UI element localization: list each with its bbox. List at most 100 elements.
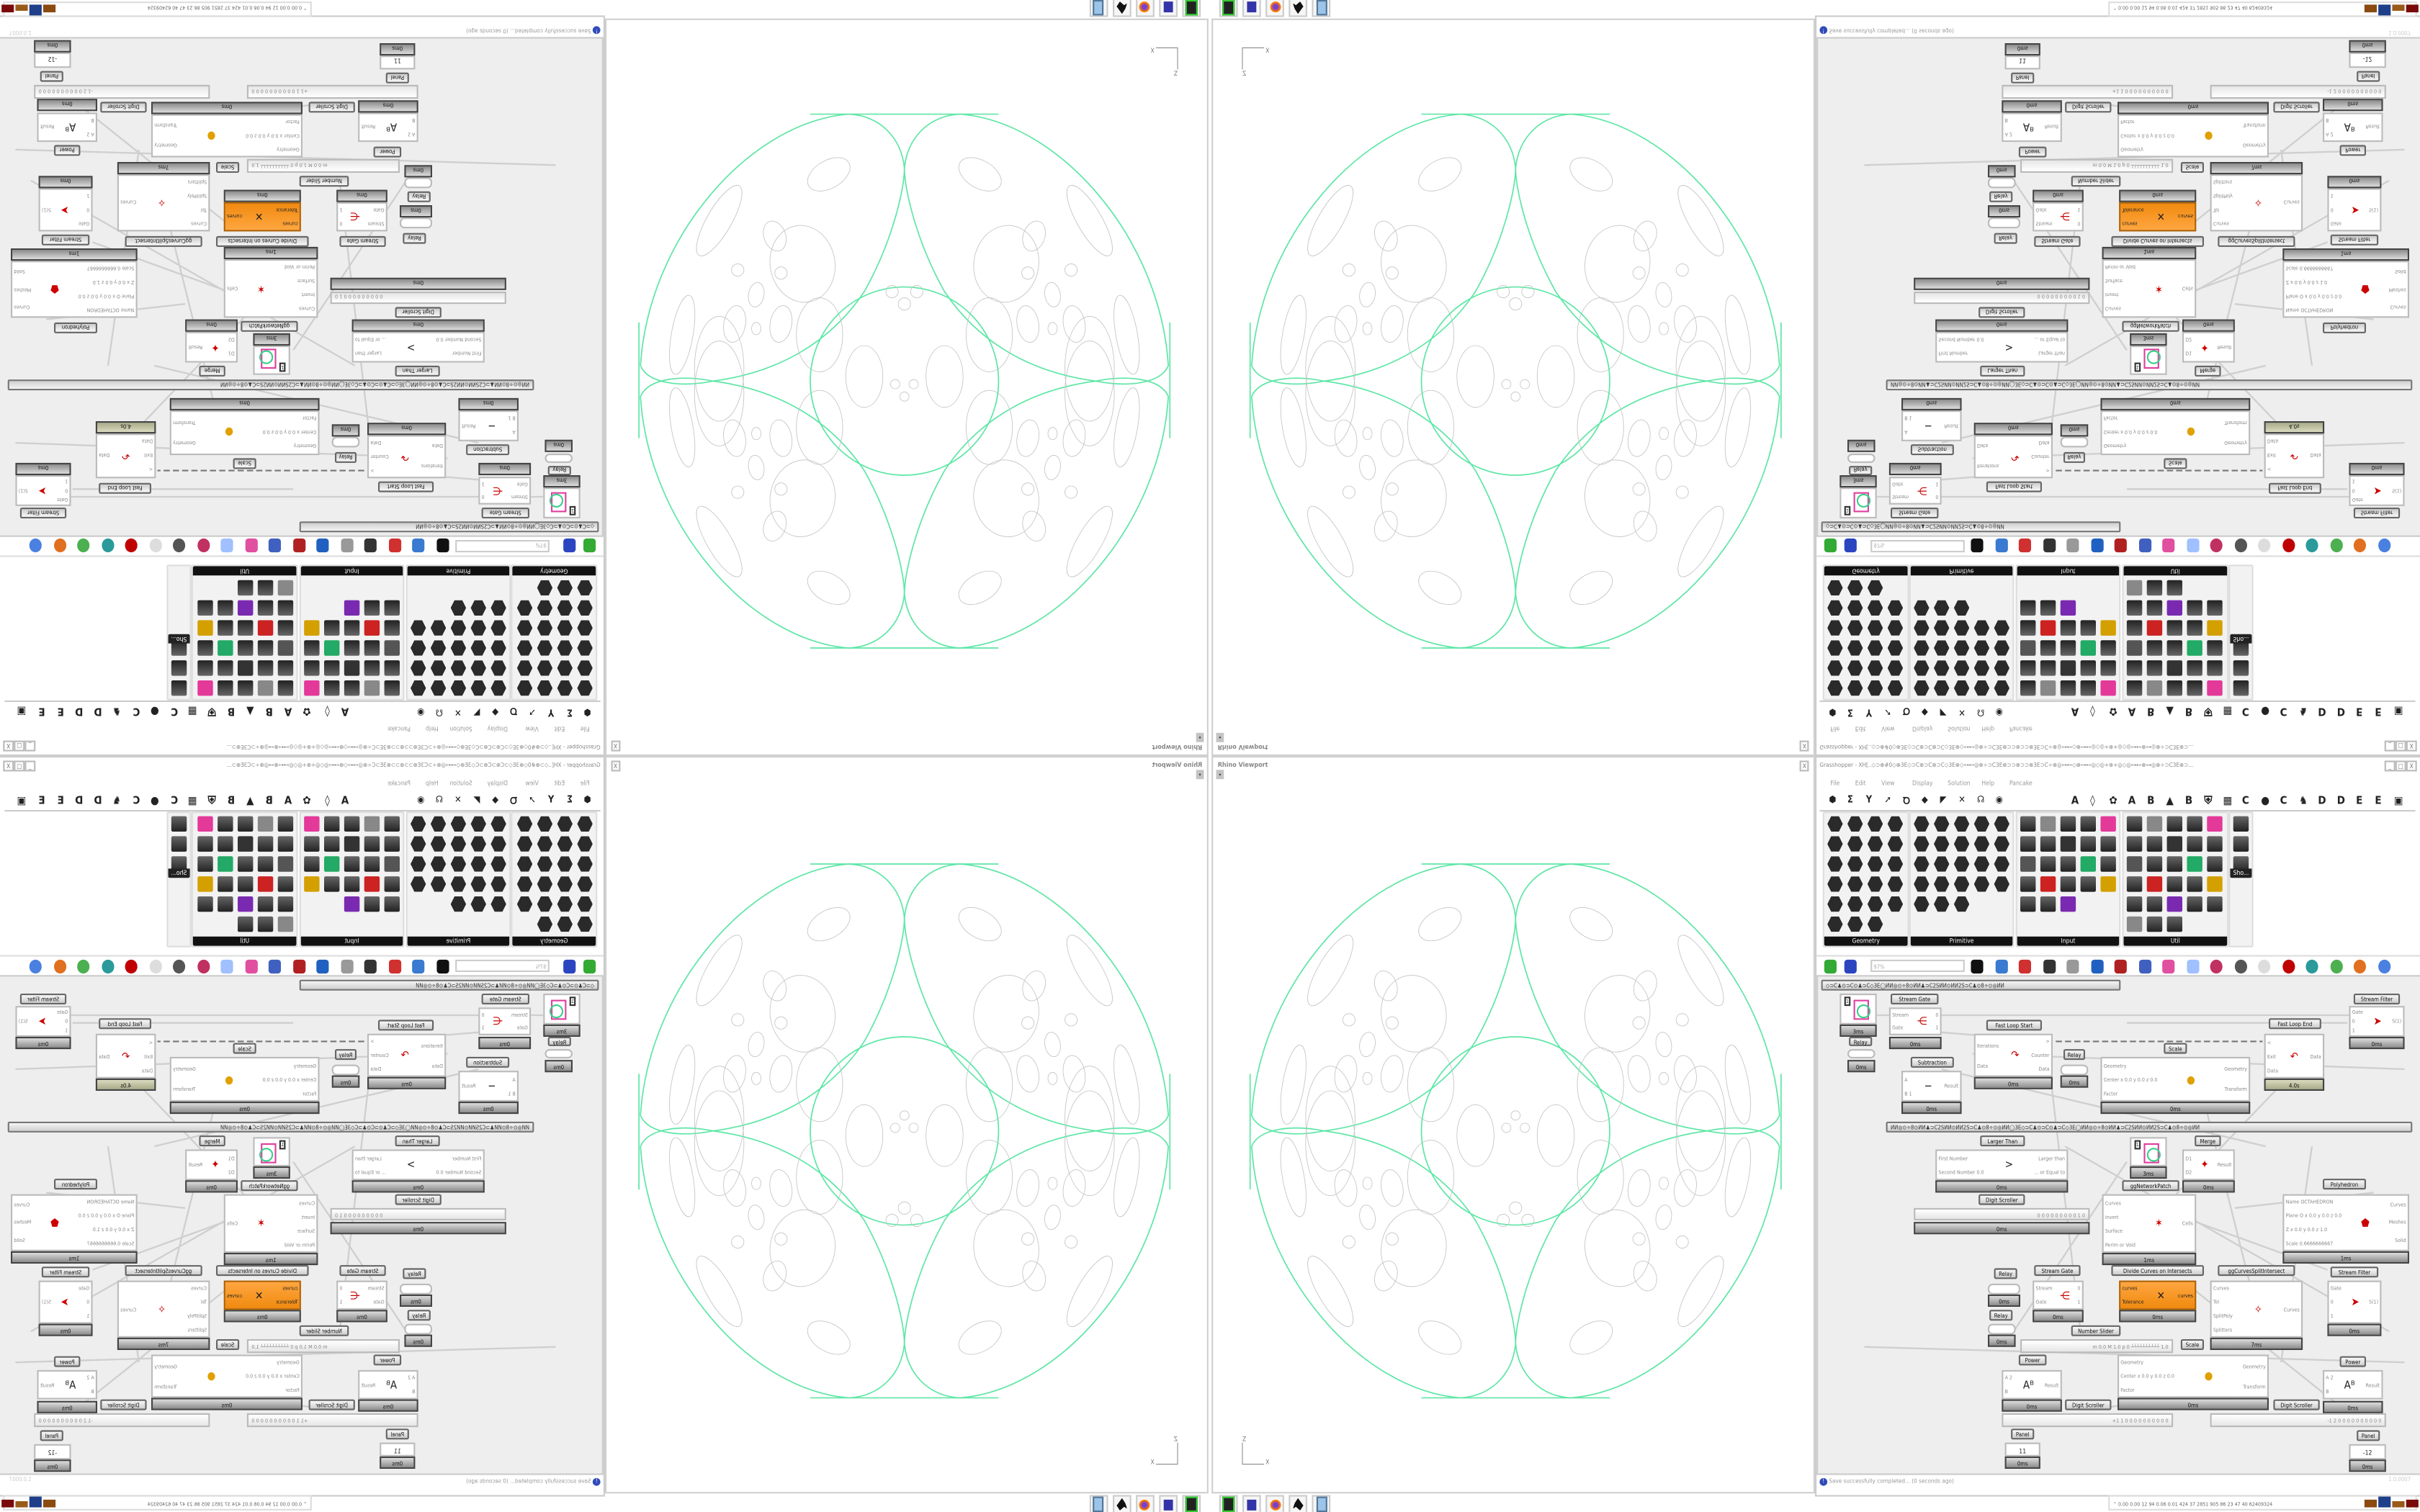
panel-label[interactable]: Geometry (512, 566, 596, 576)
component-icon[interactable] (1994, 680, 2009, 696)
scale-node[interactable]: Geometry Center x 0.0 y 0.0 z 0.0 Factor ● G… (169, 410, 320, 456)
firefox-icon[interactable] (1136, 1495, 1155, 1512)
component-icon[interactable] (257, 896, 274, 912)
menu-help[interactable]: Help (425, 725, 439, 733)
component-icon[interactable] (2020, 640, 2036, 656)
component-icon[interactable] (277, 836, 294, 852)
component-icon[interactable] (2060, 816, 2076, 832)
package-icon[interactable] (2162, 539, 2175, 554)
relay-node[interactable] (404, 177, 432, 189)
component-icon[interactable] (2100, 680, 2116, 696)
output-param[interactable]: Data (99, 452, 110, 459)
component-icon[interactable] (1887, 856, 1904, 872)
component-icon[interactable] (1847, 896, 1863, 912)
component-icon[interactable] (277, 580, 294, 596)
component-icon[interactable] (431, 816, 446, 832)
polyhedron-node[interactable]: Name OCTAHEDRON Plane O x 0.0 y 0.0 z 0.0… (2282, 261, 2409, 318)
output-param[interactable]: 0 (339, 1285, 343, 1292)
input-param[interactable]: Geometry (293, 444, 317, 450)
component-icon[interactable] (2040, 600, 2056, 616)
component-icon[interactable] (537, 600, 552, 616)
output-param[interactable]: Solid (2395, 268, 2406, 275)
input-param[interactable]: B (91, 1388, 94, 1395)
digit-scroller-label[interactable]: Digit Scroller (2273, 102, 2320, 113)
input-param[interactable]: Scale 0.6666666667 (2285, 266, 2334, 272)
output-param[interactable]: 0 (339, 220, 343, 227)
zoom-extents-icon[interactable] (1971, 958, 1984, 973)
input-param[interactable]: Curves (2105, 306, 2121, 312)
firefox-icon[interactable] (1136, 0, 1155, 17)
component-icon[interactable] (304, 816, 320, 832)
component-icon[interactable] (537, 640, 552, 655)
component-icon[interactable] (517, 640, 532, 655)
bulb-icon[interactable] (221, 539, 234, 554)
input-param[interactable]: < (2267, 1039, 2272, 1045)
tab-letter[interactable]: C (171, 794, 179, 807)
tab-icon[interactable]: ☊ (1977, 706, 1985, 718)
output-param[interactable]: > (2045, 467, 2050, 474)
fast-loop-start-node[interactable]: Iterations Data ↷ > Counter Data (1973, 1033, 2053, 1077)
component-icon[interactable] (1888, 660, 1903, 675)
panel-label[interactable]: Panel (385, 72, 409, 84)
input-param[interactable]: Tol (2213, 1299, 2220, 1306)
input-param[interactable]: Tolerance (276, 207, 298, 214)
tab-letter[interactable]: ▦ (187, 705, 197, 718)
number-slider-control[interactable]: m 0.0 M 1.0 p 0 ┴┴┴┴┴┴┴┴┴┴ 1.0 (2020, 158, 2174, 173)
input-param[interactable]: 0 (65, 1018, 68, 1025)
tab-letter[interactable]: C (2241, 705, 2249, 718)
tab-letter[interactable]: D (2318, 705, 2326, 718)
component-icon[interactable] (2187, 660, 2202, 676)
output-param[interactable]: Result (2044, 1381, 2059, 1388)
input-param[interactable]: A (1904, 429, 1908, 436)
minimize-button[interactable]: _ (2384, 760, 2396, 771)
component-icon[interactable] (238, 816, 254, 832)
relay-label[interactable]: Relay (1849, 1037, 1873, 1046)
component-icon[interactable] (1994, 876, 2009, 892)
inkscape-icon[interactable] (1289, 0, 1307, 17)
relay-label[interactable]: Relay (403, 1268, 426, 1279)
component-icon[interactable] (1973, 876, 1990, 892)
tab-letter[interactable]: ▲ (2166, 794, 2174, 807)
output-param[interactable]: Solid (2395, 1237, 2406, 1244)
component-icon[interactable] (1827, 620, 1842, 635)
component-icon[interactable] (517, 816, 532, 832)
component-icon[interactable] (471, 660, 486, 675)
tab-letter[interactable]: ▣ (17, 705, 27, 718)
tab-letter[interactable]: D (2318, 794, 2326, 807)
menu-view[interactable]: View (1881, 725, 1895, 733)
menu-file[interactable]: File (580, 779, 590, 787)
component-icon[interactable] (1827, 836, 1843, 852)
panel-label[interactable]: Sho... (168, 634, 190, 644)
component-icon[interactable] (277, 600, 294, 616)
input-param[interactable]: First Number (452, 351, 482, 358)
tab-letter[interactable]: D (2336, 794, 2345, 807)
component-icon[interactable] (1827, 580, 1842, 595)
component-icon[interactable] (1994, 620, 2009, 635)
count-value[interactable]: 1 (1843, 505, 1852, 516)
blue-sphere-icon[interactable] (30, 539, 42, 554)
power-label[interactable]: Power (2339, 145, 2366, 156)
input-param[interactable]: Plane O x 0.0 y 0.0 z 0.0 (78, 292, 135, 300)
zoom-level-input[interactable]: 97% (455, 541, 550, 554)
digit-scroller-label[interactable]: Digit Scroller (100, 102, 147, 113)
component-icon[interactable] (2166, 680, 2182, 696)
menu-solution[interactable]: Solution (1948, 725, 1971, 733)
tab-letter[interactable]: E (38, 705, 45, 718)
input-param[interactable]: 0 (2352, 487, 2355, 494)
component-icon[interactable] (1953, 816, 1970, 832)
output-param[interactable]: Transform (2224, 419, 2247, 426)
component-icon[interactable] (577, 660, 592, 675)
power-label[interactable]: Power (54, 1356, 81, 1367)
component-icon[interactable] (324, 620, 340, 636)
tab-letter[interactable]: C (2280, 794, 2287, 807)
input-param[interactable]: Stream (511, 493, 528, 500)
component-icon[interactable] (364, 836, 380, 852)
search-icon[interactable] (269, 539, 282, 554)
output-param[interactable]: Result (2365, 124, 2380, 131)
component-icon[interactable] (344, 600, 360, 616)
input-param[interactable]: < (148, 1039, 153, 1045)
tab-icon[interactable]: Σ (1847, 794, 1853, 806)
circle-preview-node[interactable]: 1 (1839, 994, 1877, 1025)
fast-loop-start-node[interactable]: Iterations Data ↷ > Counter Data (367, 1033, 447, 1077)
output-param[interactable]: ... or Equal to (2034, 337, 2066, 343)
